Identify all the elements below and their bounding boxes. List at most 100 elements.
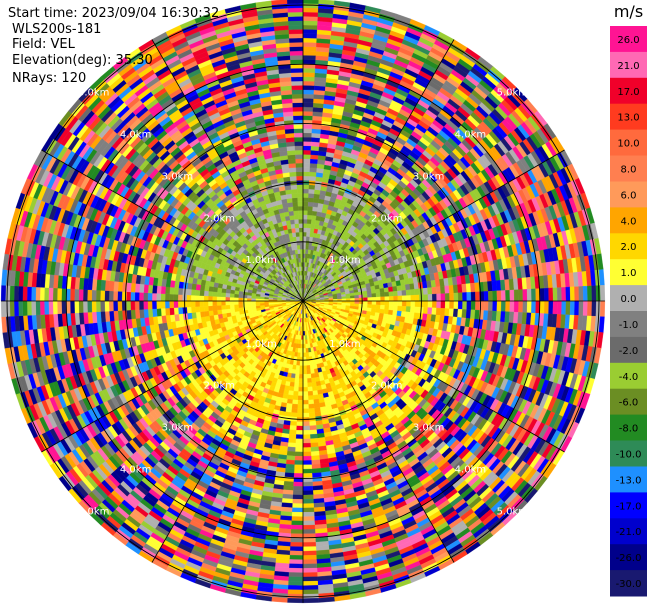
velocity-gate bbox=[285, 407, 292, 413]
velocity-gate bbox=[302, 524, 316, 530]
velocity-gate bbox=[302, 391, 309, 397]
velocity-gate bbox=[362, 290, 368, 295]
velocity-gate bbox=[431, 286, 437, 295]
velocity-gate bbox=[300, 348, 304, 353]
velocity-gate bbox=[302, 111, 314, 116]
velocity-gate bbox=[302, 149, 312, 155]
velocity-gate bbox=[307, 386, 313, 392]
velocity-gate bbox=[367, 297, 373, 302]
velocity-gate bbox=[308, 408, 315, 414]
velocity-gate bbox=[388, 300, 394, 306]
velocity-gate bbox=[291, 408, 298, 414]
velocity-gate bbox=[302, 554, 317, 560]
velocity-gate bbox=[293, 468, 304, 474]
velocity-gate bbox=[587, 300, 593, 317]
velocity-gate bbox=[295, 365, 300, 371]
velocity-gate bbox=[308, 403, 315, 409]
velocity-gate bbox=[306, 365, 311, 371]
velocity-gate bbox=[302, 425, 310, 431]
velocity-gate bbox=[453, 292, 459, 302]
velocity-gate bbox=[302, 154, 311, 160]
velocity-gate bbox=[432, 293, 437, 302]
velocity-gate bbox=[440, 293, 446, 302]
velocity-gate bbox=[310, 223, 316, 229]
velocity-gate bbox=[289, 425, 297, 431]
velocity-gate bbox=[302, 7, 319, 13]
velocity-gate bbox=[427, 294, 433, 302]
velocity-gate bbox=[440, 300, 446, 309]
velocity-gate bbox=[292, 390, 299, 396]
velocity-gate bbox=[287, 446, 296, 452]
velocity-gate bbox=[302, 486, 314, 491]
velocity-gate bbox=[302, 378, 308, 384]
velocity-gate bbox=[371, 297, 377, 302]
velocity-gate bbox=[310, 455, 320, 461]
velocity-gate bbox=[302, 46, 317, 52]
velocity-gate bbox=[376, 296, 381, 302]
velocity-gate bbox=[302, 11, 319, 17]
velocity-gate bbox=[302, 193, 309, 198]
velocity-gate bbox=[569, 286, 575, 302]
velocity-gate bbox=[310, 450, 320, 457]
velocity-gate bbox=[289, 546, 304, 552]
velocity-gate bbox=[302, 162, 311, 168]
velocity-gate bbox=[423, 294, 429, 302]
velocity-gate bbox=[552, 287, 558, 302]
velocity-gate bbox=[299, 365, 304, 371]
velocity-gate bbox=[350, 298, 355, 302]
velocity-gate bbox=[307, 206, 314, 212]
velocity-gate bbox=[513, 300, 519, 313]
velocity-gate bbox=[427, 307, 433, 315]
velocity-gate bbox=[302, 3, 319, 9]
velocity-gate bbox=[422, 307, 429, 315]
velocity-gate bbox=[289, 550, 304, 556]
velocity-gate bbox=[290, 537, 304, 543]
velocity-gate bbox=[306, 231, 311, 237]
velocity-gate bbox=[302, 42, 317, 48]
velocity-gate bbox=[302, 80, 315, 86]
velocity-gate bbox=[405, 311, 411, 319]
velocity-gate bbox=[298, 382, 304, 388]
velocity-gate bbox=[302, 214, 308, 220]
velocity-gate bbox=[453, 300, 459, 310]
velocity-gate bbox=[305, 348, 309, 353]
velocity-gate bbox=[465, 309, 472, 319]
velocity-gate bbox=[405, 283, 411, 291]
velocity-gate bbox=[287, 442, 296, 448]
velocity-gate bbox=[311, 210, 318, 216]
velocity-gate bbox=[308, 188, 315, 194]
velocity-gate bbox=[302, 85, 315, 91]
velocity-gate bbox=[309, 433, 318, 439]
velocity-gate bbox=[288, 563, 304, 569]
velocity-gate bbox=[474, 282, 480, 293]
velocity-gate bbox=[302, 59, 316, 65]
velocity-gate bbox=[302, 442, 311, 448]
velocity-gate bbox=[289, 559, 304, 565]
velocity-gate bbox=[302, 55, 317, 60]
velocity-gate bbox=[302, 481, 313, 487]
velocity-gate bbox=[308, 399, 314, 405]
velocity-gate bbox=[378, 283, 385, 290]
velocity-gate bbox=[311, 468, 322, 474]
velocity-gate bbox=[308, 197, 314, 203]
velocity-gate bbox=[302, 106, 314, 112]
velocity-gate bbox=[410, 300, 416, 308]
velocity-gate bbox=[287, 589, 304, 595]
velocity-gate bbox=[302, 236, 307, 241]
velocity-gate bbox=[309, 167, 318, 173]
velocity-gate bbox=[302, 455, 312, 461]
velocity-gate bbox=[299, 369, 304, 375]
velocity-gate bbox=[475, 291, 480, 302]
velocity-gate bbox=[544, 287, 549, 302]
velocity-gate bbox=[466, 292, 472, 302]
velocity-gate bbox=[302, 76, 315, 82]
velocity-gate bbox=[388, 305, 394, 311]
velocity-gate bbox=[435, 307, 441, 316]
velocity-gate bbox=[595, 300, 601, 317]
velocity-gate bbox=[310, 145, 320, 152]
velocity-gate bbox=[295, 438, 304, 444]
velocity-gate bbox=[505, 290, 511, 302]
velocity-gate bbox=[285, 459, 295, 465]
velocity-gate bbox=[302, 550, 317, 556]
velocity-gate bbox=[287, 593, 304, 599]
